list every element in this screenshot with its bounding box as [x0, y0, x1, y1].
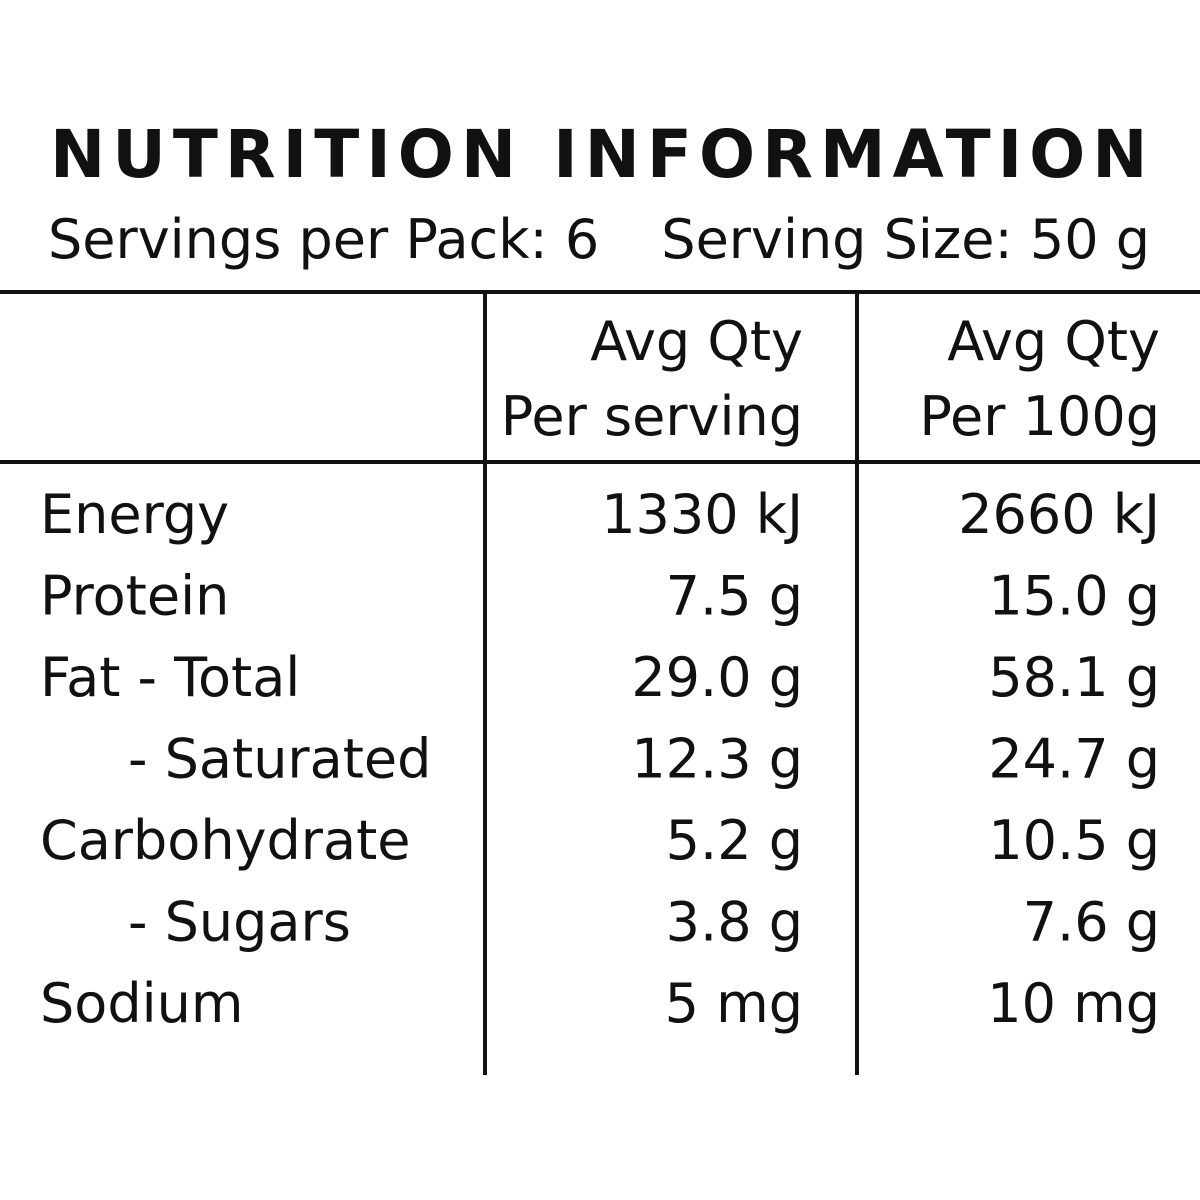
per-100g-value: 58.1 g — [988, 646, 1160, 709]
per-serving-value: 1330 kJ — [601, 483, 803, 546]
per-100g-value: 15.0 g — [988, 565, 1160, 628]
per-serving-value: 29.0 g — [631, 646, 803, 709]
per-100g-value: 10 mg — [987, 972, 1160, 1035]
per-serving-value: 5 mg — [665, 972, 803, 1035]
per-serving-value: 5.2 g — [666, 809, 803, 872]
per-100g-value: 10.5 g — [988, 809, 1160, 872]
per-100g-value: 24.7 g — [988, 728, 1160, 791]
row-label: Protein — [40, 565, 229, 628]
title: NUTRITION INFORMATION — [50, 116, 1154, 193]
column-header: Per serving — [501, 385, 803, 448]
row-label: - Saturated — [128, 728, 431, 791]
serving-size: Serving Size: 50 g — [661, 208, 1150, 271]
column-header: Avg Qty — [590, 310, 803, 373]
column-header: Per 100g — [919, 385, 1160, 448]
per-serving-value: 3.8 g — [666, 891, 803, 954]
per-serving-value: 7.5 g — [666, 565, 803, 628]
row-label: Carbohydrate — [40, 809, 410, 872]
servings-per-pack: Servings per Pack: 6 — [48, 208, 599, 271]
row-label: Energy — [40, 483, 229, 546]
column-header: Avg Qty — [947, 310, 1160, 373]
row-label: Sodium — [40, 972, 243, 1035]
table-body: Avg Qty Per serving Avg Qty Per 100g Energy 1… — [40, 310, 1160, 1035]
row-label: Fat - Total — [40, 646, 300, 709]
row-label: - Sugars — [128, 891, 351, 954]
per-serving-value: 12.3 g — [631, 728, 803, 791]
per-100g-value: 2660 kJ — [958, 483, 1160, 546]
per-100g-value: 7.6 g — [1023, 891, 1160, 954]
